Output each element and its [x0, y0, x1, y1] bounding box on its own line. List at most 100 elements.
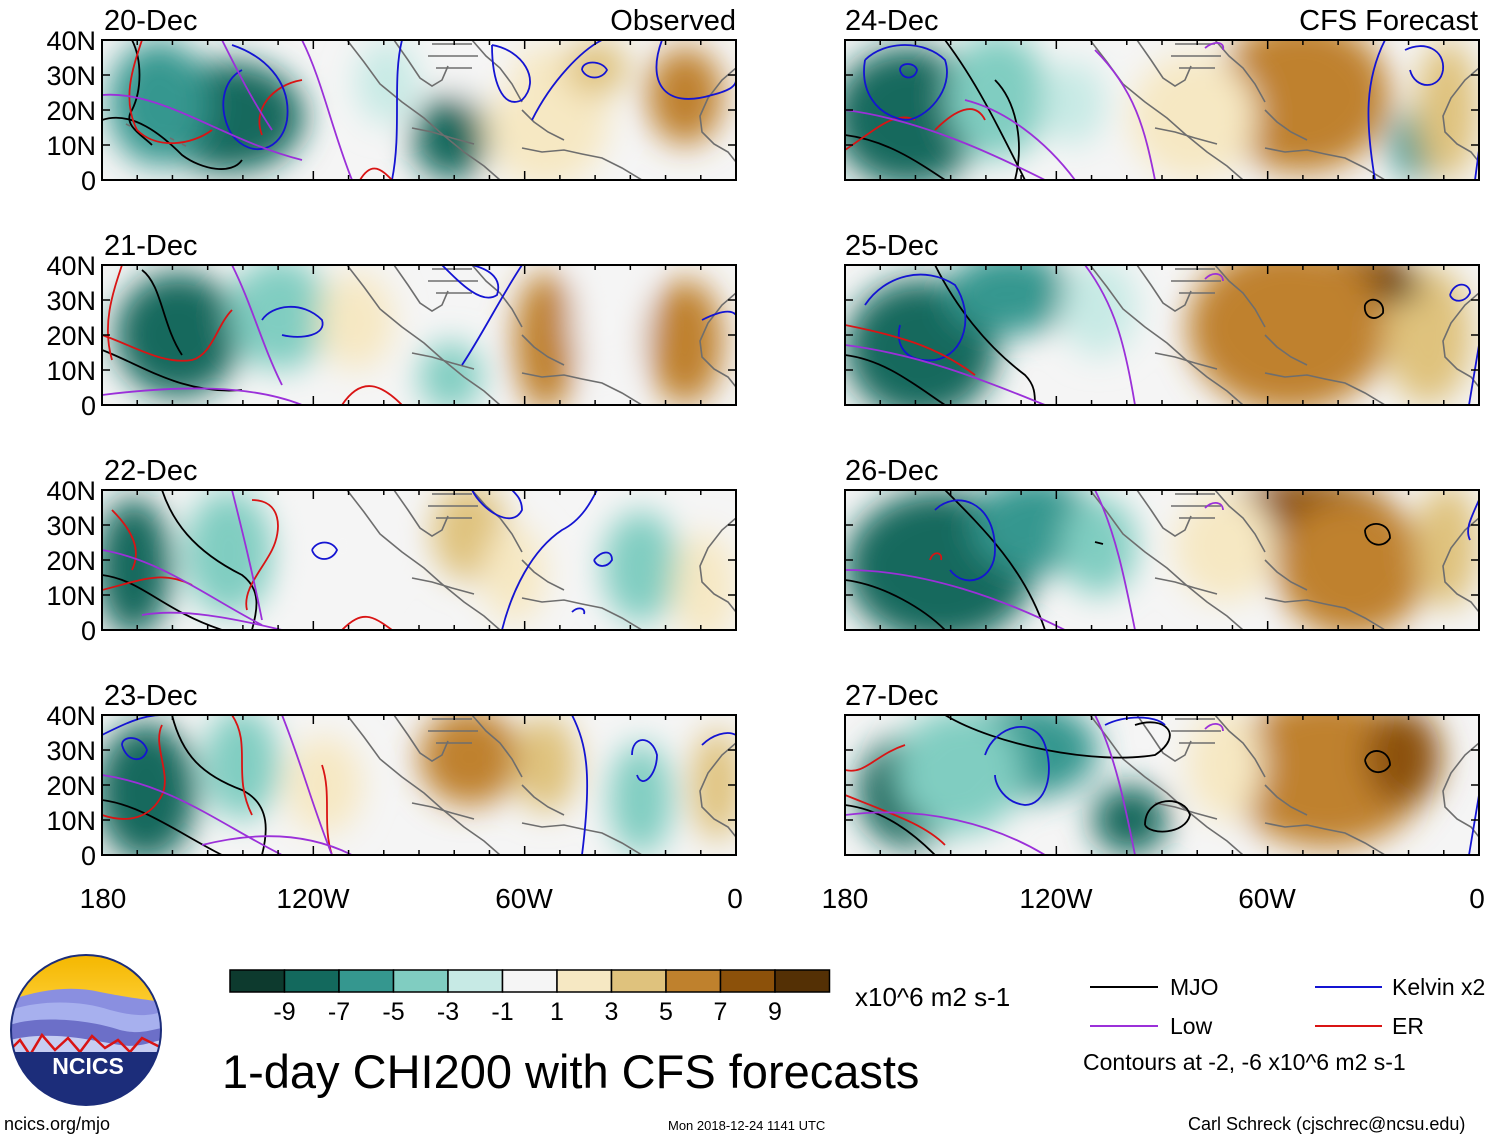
anomaly-region [228, 265, 331, 370]
panel-date-22-dec: 22-Dec [104, 455, 198, 487]
colorbar-label: 9 [768, 998, 782, 1026]
lat-label: 10N [46, 806, 96, 836]
panel-23-dec [102, 715, 736, 855]
colorbar-label: -5 [382, 998, 404, 1026]
anomaly-region [1364, 715, 1441, 806]
lat-label: 30N [46, 61, 96, 91]
footer-author: Carl Schreck (cjschrec@ncsu.edu) [1188, 1114, 1466, 1134]
anomaly-region [1415, 490, 1479, 609]
colorbar-units: x10^6 m2 s-1 [855, 982, 1011, 1012]
panel-21-dec [102, 265, 736, 405]
panel-date-24-dec: 24-Dec [845, 5, 939, 37]
anomaly-region [1060, 265, 1137, 356]
lon-label: 120W [1019, 883, 1093, 914]
contour-lines [845, 265, 1479, 405]
land-outline [125, 40, 736, 180]
legend-label-er: ER [1392, 1013, 1424, 1039]
map-field [845, 265, 1479, 405]
anomaly-region [564, 40, 629, 96]
contour-lines [102, 265, 736, 405]
anomaly-region [1415, 40, 1479, 180]
colorbar-swatch [447, 969, 504, 993]
anomaly-region [946, 265, 1074, 335]
panel-titles: 20-Dec Observed 21-Dec 22-Dec 23-Dec 24-… [104, 5, 1478, 712]
anomaly-region [102, 722, 198, 855]
colorbar-swatch [719, 969, 776, 993]
colorbar-label: -9 [273, 998, 295, 1026]
land-outline [1089, 40, 1479, 180]
main-title: 1-day CHI200 with CFS forecasts [222, 1045, 920, 1098]
lat-label: 30N [46, 511, 96, 541]
panel-date-21-dec: 21-Dec [104, 230, 198, 262]
panel-26-dec [845, 490, 1479, 630]
map-field [102, 715, 736, 855]
anomaly-region [895, 715, 1023, 834]
anomaly-region [1187, 715, 1264, 820]
colorbar-swatch [665, 969, 722, 993]
panel-date-26-dec: 26-Dec [845, 455, 939, 487]
footer-url[interactable]: ncics.org/mjo [4, 1114, 111, 1134]
lat-label: 40N [46, 251, 96, 281]
anomaly-region [647, 47, 724, 145]
anomaly-region [285, 736, 362, 834]
panel-24-dec [845, 40, 1479, 180]
anomaly-region [514, 715, 578, 813]
anomaly-region [482, 525, 546, 623]
lon-label: 0 [727, 883, 743, 914]
colorbar-swatch [610, 969, 667, 993]
colorbar-label: -7 [328, 998, 350, 1026]
lat-label: 40N [46, 26, 96, 56]
anomaly-region [571, 265, 648, 377]
map-field [102, 40, 736, 180]
anomaly-region [184, 490, 274, 616]
anomaly-region [1092, 785, 1169, 855]
lon-label: 180 [822, 883, 869, 914]
panel-20-dec [102, 40, 736, 180]
lon-label: 180 [80, 883, 127, 914]
land-outline [346, 490, 736, 630]
anomaly-region [672, 532, 736, 630]
contour-lines [102, 715, 736, 855]
colorbar-swatch [556, 969, 613, 993]
map-field [845, 490, 1479, 630]
panel-date-27-dec: 27-Dec [845, 680, 939, 712]
anomaly-region [602, 511, 679, 623]
colorbar-label: 5 [659, 998, 673, 1026]
lat-label: 20N [46, 321, 96, 351]
land-outline [346, 265, 736, 405]
lat-label: 30N [46, 736, 96, 766]
anomaly-region [317, 272, 394, 370]
colorbar-swatch [392, 969, 449, 993]
anomaly-region [419, 715, 521, 806]
colorbar-label: -1 [491, 998, 513, 1026]
panel-date-20-dec: 20-Dec [104, 5, 198, 37]
map-field [102, 490, 736, 630]
lat-label: 0 [81, 391, 96, 421]
anomaly-region [1060, 497, 1137, 595]
lat-label: 20N [46, 96, 96, 126]
panel-22-dec [102, 490, 736, 630]
lon-label: 60W [495, 883, 553, 914]
anomaly-region [355, 40, 419, 124]
anomaly-region [946, 40, 1048, 159]
lat-label: 20N [46, 771, 96, 801]
colorbar-swatch [229, 969, 286, 993]
land-outline [1089, 715, 1479, 855]
panel-date-23-dec: 23-Dec [104, 680, 198, 712]
map-field [845, 715, 1479, 855]
colorbar-label: 7 [714, 998, 728, 1026]
anomaly-region [609, 743, 673, 855]
lat-label: 40N [46, 476, 96, 506]
colorbar-label: 3 [605, 998, 619, 1026]
lat-label: 0 [81, 166, 96, 196]
colorbar-swatch [338, 969, 395, 993]
contour-lines [102, 490, 613, 630]
panel-27-dec [845, 715, 1479, 855]
lat-label: 10N [46, 581, 96, 611]
colorbar-label: 1 [550, 998, 564, 1026]
logo-text: NCICS [52, 1053, 124, 1079]
lon-label: 60W [1238, 883, 1296, 914]
anomaly-region [114, 272, 242, 398]
land-outline [1089, 490, 1479, 630]
colorbar-label: -3 [437, 998, 459, 1026]
